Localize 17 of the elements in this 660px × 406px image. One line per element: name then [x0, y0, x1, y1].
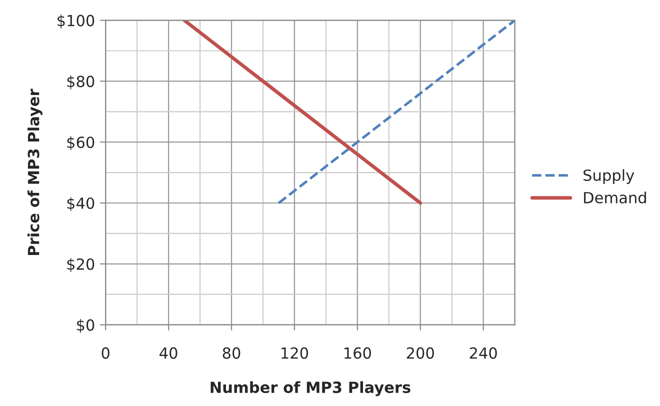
x-tick-label: 40: [160, 347, 178, 359]
x-axis-title: Number of MP3 Players: [210, 381, 410, 396]
x-tick-label: 160: [344, 347, 371, 359]
y-tick-label: $60: [67, 136, 94, 150]
legend-label: Supply: [584, 169, 634, 184]
x-tick-label: 0: [102, 347, 110, 359]
x-tick-label: 80: [222, 347, 240, 359]
x-tick-label: 200: [406, 347, 434, 359]
legend-label: Demand: [584, 192, 646, 204]
y-tick-label: $40: [67, 197, 94, 212]
x-tick-label: 120: [282, 347, 308, 359]
x-tick-label: 240: [470, 347, 497, 359]
y-axis-title: Price of MP3 Player: [28, 88, 42, 255]
y-tick-label: $20: [67, 258, 94, 272]
y-tick-label: $0: [77, 318, 94, 333]
y-tick-label: $100: [58, 14, 94, 28]
y-tick-label: $80: [67, 75, 94, 90]
